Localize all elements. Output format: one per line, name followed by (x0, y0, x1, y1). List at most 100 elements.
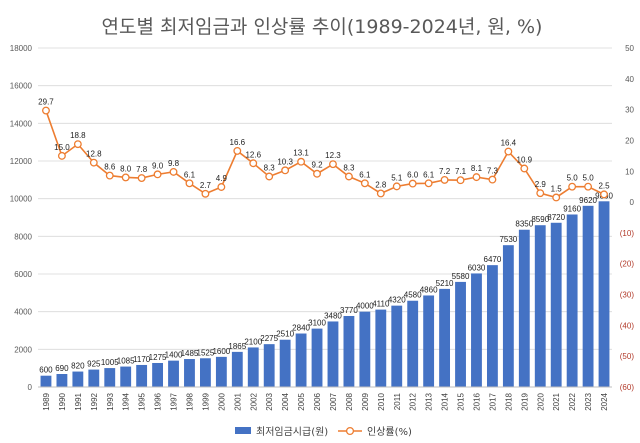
bar-2022 (566, 214, 578, 387)
y-right-tick-label: 40 (625, 75, 634, 84)
bar-value-label: 1485 (181, 349, 199, 358)
rate-value-label: 5.0 (583, 174, 595, 183)
bar-2017 (486, 265, 498, 387)
y-right-tick-label: (60) (620, 383, 635, 392)
rate-value-label: 16.6 (230, 138, 246, 147)
bar-2010 (375, 309, 387, 387)
rate-point-1996 (153, 170, 162, 179)
rate-value-label: 8.3 (343, 164, 355, 173)
rate-value-label: 12.8 (86, 150, 102, 159)
rate-point-2008 (344, 172, 353, 181)
rate-point-1998 (185, 179, 194, 188)
rate-value-label: 6.0 (407, 171, 419, 180)
y-right-tick-label: 0 (630, 198, 635, 207)
rate-point-2024 (600, 190, 608, 199)
y-left-tick-label: 10000 (10, 195, 33, 204)
x-tick-label: 2022 (568, 392, 577, 410)
y-right-tick-label: (10) (620, 229, 635, 238)
rate-point-2009 (360, 179, 369, 188)
x-tick-label: 1994 (122, 392, 131, 410)
bar-value-label: 1600 (212, 347, 230, 356)
bar-value-label: 820 (71, 362, 85, 371)
x-tick-label: 2000 (217, 392, 226, 410)
rate-point-1995 (137, 174, 146, 183)
rate-point-2000 (217, 183, 226, 191)
legend-bar-swatch (235, 427, 251, 434)
y-right-tick-label: (20) (620, 260, 635, 269)
y-left-tick-label: 16000 (10, 82, 33, 91)
bar-2023 (582, 205, 594, 387)
bar-2004 (279, 339, 291, 387)
rate-value-label: 8.6 (104, 163, 116, 172)
y-right-tick-label: (30) (620, 291, 635, 300)
bar-2013 (423, 295, 435, 387)
rate-point-1991 (73, 140, 82, 149)
x-tick-label: 1996 (154, 392, 163, 410)
legend-line-marker (345, 426, 355, 436)
bar-value-label: 3100 (308, 319, 326, 328)
rate-point-2023 (584, 182, 593, 191)
x-tick-label: 1989 (42, 392, 51, 410)
rate-value-label: 6.1 (184, 170, 196, 179)
x-tick-label: 2018 (504, 392, 513, 410)
bar-1996 (152, 362, 164, 387)
rate-point-2022 (568, 182, 577, 191)
legend-line-label: 인상률(%) (367, 426, 412, 438)
x-tick-label: 2006 (313, 392, 322, 410)
rate-value-label: 12.3 (325, 151, 341, 160)
bar-1994 (120, 366, 132, 387)
bar-2020 (534, 225, 546, 387)
bar-2009 (359, 311, 371, 387)
bar-value-label: 2510 (276, 330, 294, 339)
rate-value-label: 18.8 (70, 131, 86, 140)
legend: 최저임금시급(원) 인상률(%) (235, 425, 412, 438)
x-tick-label: 2019 (520, 392, 529, 410)
rate-point-2013 (424, 179, 433, 188)
x-tick-label: 1998 (185, 392, 194, 410)
x-tick-label: 2003 (265, 392, 274, 410)
y-left-tick-label: 18000 (10, 44, 33, 53)
rate-point-2011 (392, 182, 401, 191)
bar-value-label: 1085 (117, 357, 135, 366)
rate-point-1990 (57, 151, 66, 160)
y-left-tick-label: 4000 (14, 308, 32, 317)
rate-value-label: 7.8 (136, 165, 148, 174)
bar-value-label: 1400 (165, 351, 183, 360)
bar-2014 (439, 288, 451, 387)
rate-point-2021 (552, 193, 561, 202)
rate-point-1997 (169, 167, 178, 176)
rate-value-label: 8.0 (120, 164, 132, 173)
bar-value-label: 2840 (292, 324, 310, 333)
rate-value-label: 5.1 (391, 173, 403, 182)
bar-value-label: 2100 (244, 337, 262, 346)
bar-value-label: 8590 (531, 215, 549, 224)
rate-point-2020 (536, 189, 545, 198)
bar-2006 (311, 328, 323, 387)
rate-value-label: 2.5 (598, 181, 610, 190)
bar-1999 (199, 358, 211, 387)
x-tick-label: 2014 (441, 392, 450, 410)
bar-2016 (471, 273, 482, 387)
bar-2015 (455, 281, 466, 387)
bar-value-label: 2275 (260, 334, 278, 343)
y-left-tick-label: 6000 (14, 270, 32, 279)
x-tick-label: 2023 (584, 392, 593, 410)
bar-value-label: 1005 (101, 358, 119, 367)
y-left-tick-label: 14000 (10, 119, 33, 128)
bar-1993 (104, 368, 116, 387)
bar-1997 (168, 360, 179, 387)
y-right-tick-label: 20 (625, 136, 634, 145)
x-tick-label: 1997 (170, 392, 179, 410)
x-tick-label: 1992 (90, 392, 99, 410)
rate-point-1993 (105, 171, 114, 180)
bar-2008 (343, 315, 355, 387)
bar-2000 (215, 356, 227, 387)
x-tick-label: 2021 (552, 392, 561, 410)
rate-value-label: 10.3 (277, 157, 293, 166)
bar-2024 (598, 201, 610, 387)
x-tick-label: 2015 (457, 392, 466, 410)
rate-point-1994 (121, 173, 130, 182)
bar-1990 (56, 374, 68, 387)
rate-value-label: 2.9 (535, 180, 547, 189)
bar-2001 (231, 351, 243, 387)
